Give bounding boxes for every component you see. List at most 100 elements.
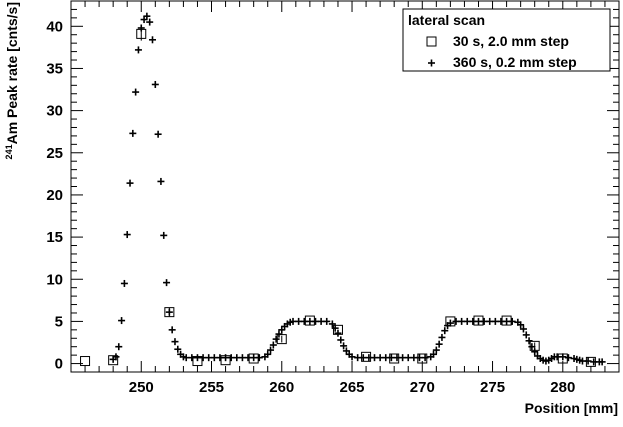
square-marker: [164, 307, 175, 318]
x-tick-label: 250: [129, 379, 154, 396]
legend-box: [402, 8, 611, 72]
legend-square-marker-icon: [426, 36, 437, 47]
legend-entry-30s: 30 s, 2.0 mm step: [453, 33, 569, 49]
legend-entry-360s: 360 s, 0.2 mm step: [453, 54, 577, 70]
plus-data-point: [438, 333, 446, 341]
plus-data-point: [112, 353, 120, 361]
plus-data-point: [564, 354, 572, 362]
plus-data-point: [348, 353, 356, 361]
plus-data-point: [118, 317, 126, 325]
x-tick-label: 255: [199, 379, 224, 396]
x-axis-title: Position [mm]: [525, 400, 618, 416]
plus-data-point: [432, 346, 440, 354]
x-tick-label: 265: [340, 379, 365, 396]
plus-data-point: [519, 325, 527, 333]
plus-data-point: [132, 88, 140, 96]
plus-data-point: [337, 336, 345, 344]
plus-data-point: [123, 231, 131, 239]
x-tick-label: 280: [550, 379, 575, 396]
plus-data-point: [160, 231, 168, 239]
square-data-point: [417, 353, 428, 364]
plus-data-point: [525, 337, 533, 345]
plus-data-point: [272, 335, 280, 343]
plus-data-point: [120, 279, 128, 287]
y-tick-label: 10: [46, 271, 63, 288]
plus-data-point: [269, 341, 277, 349]
square-data-point: [473, 315, 484, 326]
square-marker: [361, 351, 372, 362]
square-marker: [473, 315, 484, 326]
axis-ticks: 250 255 260 265 270 275 280 0 5 10 15 20 25 30 35 40: [46, 0, 620, 396]
legend-title: lateral scan: [408, 12, 485, 28]
plus-data-point: [143, 12, 151, 20]
plus-data-point: [267, 346, 275, 354]
y-tick-label: 0: [55, 356, 63, 373]
plus-data-point: [421, 354, 429, 362]
plus-data-point: [157, 177, 165, 185]
plus-data-point: [441, 327, 449, 335]
plus-data-point: [528, 343, 536, 351]
plus-data-point: [154, 130, 162, 138]
y-tick-label: 15: [46, 229, 63, 246]
plus-data-point: [148, 36, 156, 44]
plus-data-point: [559, 353, 567, 361]
plus-data-point: [163, 279, 171, 287]
plus-data-point: [323, 317, 331, 325]
plus-data-point: [334, 329, 342, 337]
plus-data-point: [165, 308, 173, 316]
plus-data-point: [264, 350, 272, 358]
square-marker: [389, 353, 400, 364]
square-data-point: [304, 315, 315, 326]
legend-plus-marker-icon: [428, 59, 435, 67]
square-data-point: [248, 353, 259, 364]
plus-data-point: [598, 358, 606, 366]
plus-data-point: [174, 345, 182, 353]
square-data-point: [361, 351, 372, 362]
y-tick-label: 40: [46, 18, 63, 35]
y-axis-title-text: Am Peak rate [cnts/s]: [4, 2, 20, 144]
plus-data-point: [508, 317, 516, 325]
square-marker: [80, 356, 91, 367]
plus-data-point: [115, 343, 123, 351]
plus-data-point: [584, 357, 592, 365]
square-data-point: [108, 355, 119, 366]
square-marker: [501, 315, 512, 326]
plus-data-point: [435, 340, 443, 348]
square-marker: [248, 353, 259, 364]
square-data-point: [389, 353, 400, 364]
plus-data-point: [255, 354, 263, 362]
plus-data-point: [517, 321, 525, 329]
plus-data-point: [171, 338, 179, 346]
plus-data-point: [126, 179, 134, 187]
y-tick-label: 35: [46, 60, 63, 77]
square-data-point: [501, 315, 512, 326]
plus-data-point: [446, 319, 454, 327]
square-data-point: [80, 356, 91, 367]
square-marker: [108, 355, 119, 366]
plus-data-point: [146, 18, 154, 26]
y-tick-label: 25: [46, 145, 63, 162]
data-points: [80, 12, 606, 367]
plus-data-point: [134, 46, 142, 54]
plus-data-point: [328, 320, 336, 328]
plus-data-point: [340, 342, 348, 350]
y-axis-title-superscript: 241: [4, 144, 14, 159]
plus-data-point: [151, 80, 159, 88]
plus-data-point: [531, 348, 539, 356]
plus-data-point: [430, 350, 438, 358]
square-marker: [304, 315, 315, 326]
y-axis-title: 241Am Peak rate [cnts/s]: [4, 2, 20, 159]
x-tick-label: 260: [269, 379, 294, 396]
plus-data-point: [129, 129, 137, 137]
x-tick-label: 275: [480, 379, 505, 396]
square-marker: [417, 353, 428, 364]
plus-data-point: [275, 330, 283, 338]
y-tick-label: 30: [46, 103, 63, 120]
x-tick-label: 270: [410, 379, 435, 396]
plus-data-point: [168, 326, 176, 334]
y-tick-label: 5: [55, 313, 63, 330]
plus-data-point: [522, 331, 530, 339]
legend: lateral scan 30 s, 2.0 mm step 360 s, 0.…: [402, 8, 611, 72]
